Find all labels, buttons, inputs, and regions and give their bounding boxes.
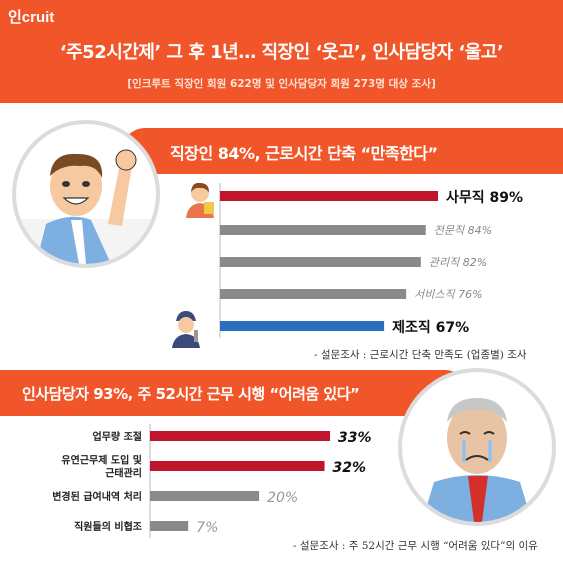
section2-title: 인사담당자 93%, 주 52시간 근무 시행 “어려움 있다” [22,385,360,403]
office-worker-icon [180,178,220,218]
chart2-bar-3 [150,521,189,531]
chart1-bar-1 [220,225,426,235]
chart1-bar-3 [220,289,407,299]
section1-source: - 설문조사 : 근로시간 단축 만족도 (업종별) 조사 [314,349,527,361]
chart1-bar-4 [220,321,385,331]
chart2-category-0-0: 업무량 조절 [93,430,142,443]
section2-banner: 인사담당자 93%, 주 52시간 근무 시행 “어려움 있다” [0,370,468,416]
chart1-bar-0 [220,191,438,201]
chart2-bar-0 [150,431,330,441]
section1-title: 직장인 84%, 근로시간 단축 “만족한다” [170,144,438,163]
chart2-value-1: 32% [333,460,367,476]
happy-worker-illustration [12,120,160,268]
chart1-label-1: 전문직 84% [434,224,492,237]
chart1-label-4: 제조직 67% [392,319,469,336]
chart2-bar-2 [150,491,260,501]
chart2-bar-1 [150,461,325,471]
header-banner: 인cruit ‘주52시간제’ 그 후 1년… 직장인 ‘웃고’, 인사담당자 … [0,0,563,103]
incruit-logo: 인cruit [8,9,55,26]
chart1-label-3: 서비스직 76% [414,288,482,301]
chart2-category-3-0: 직원들의 비협조 [74,520,142,533]
chart1-bar-2 [220,257,421,267]
chart1-label-2: 관리직 82% [429,256,487,269]
page-title: ‘주52시간제’ 그 후 1년… 직장인 ‘웃고’, 인사담당자 ‘울고’ [59,42,504,63]
chart2-value-3: 7% [196,520,218,536]
chart2-value-0: 33% [338,430,372,446]
factory-worker-icon [166,308,206,348]
chart2-value-2: 20% [267,490,298,506]
stressed-hr-illustration [398,368,556,526]
chart2-category-1-0: 유연근무제 도입 및 [61,454,142,467]
chart2-category-1-1: 근태관리 [105,467,142,480]
chart2-category-2-0: 변경된 급여내역 처리 [52,490,142,503]
section2-source: - 설문조사 : 주 52시간 근무 시행 “어려움 있다”의 이유 [293,540,538,552]
page-subtitle: [인크루트 직장인 회원 622명 및 인사담당자 회원 273명 대상 조사] [127,78,436,90]
section1-banner: 직장인 84%, 근로시간 단축 “만족한다” [122,128,563,174]
happy-worker-icon [16,149,156,264]
chart1-label-0: 사무직 89% [446,189,523,206]
stressed-hr-icon [422,398,532,522]
